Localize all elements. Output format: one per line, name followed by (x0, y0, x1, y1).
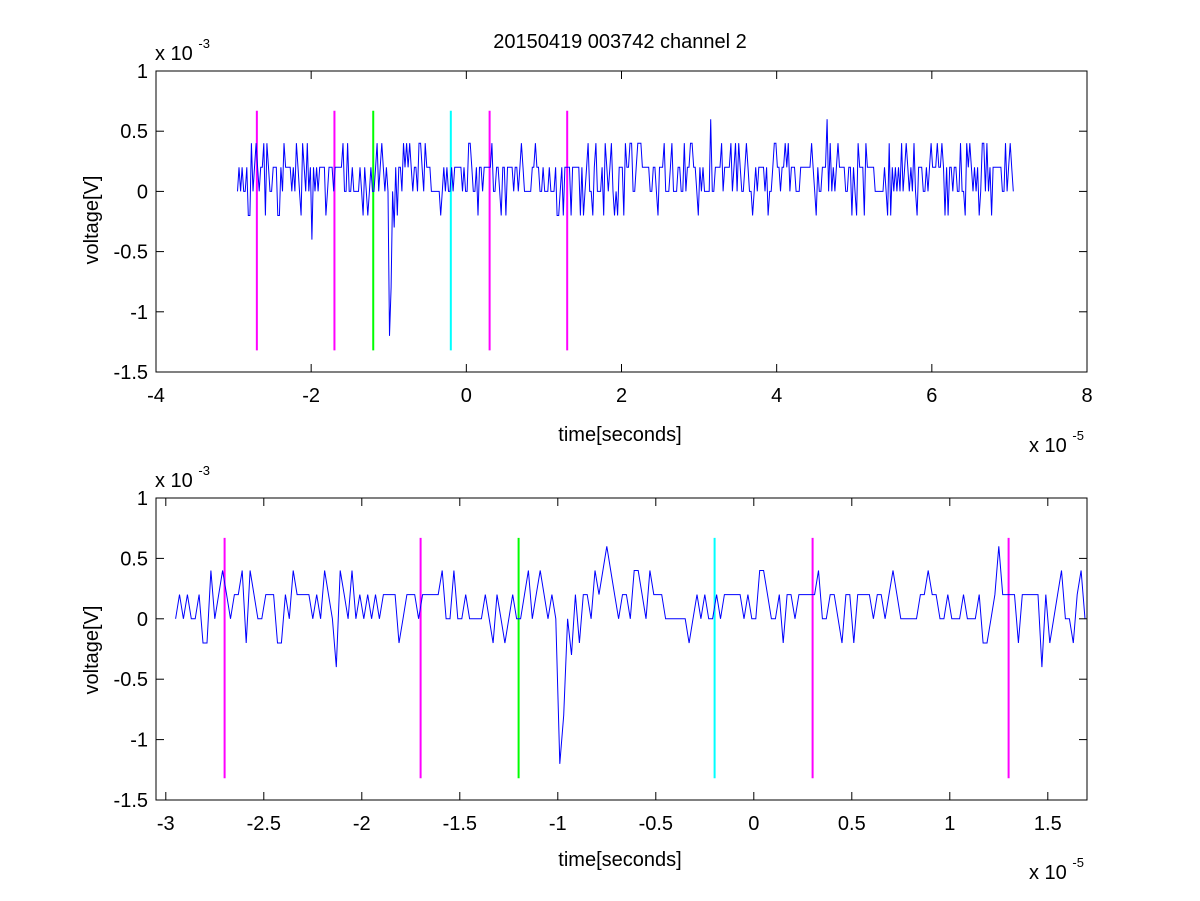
top-axes: -4 -2 0 2 4 6 8 -1.5-1-0.500.51 time[seconds] … (81, 36, 1093, 457)
top-x-tick-label: -2 (302, 385, 320, 407)
bottom-y-axis-label: voltage[V] (81, 606, 103, 695)
top-y-tick-label: 0 (137, 181, 148, 203)
bottom-x-ticks: -3 -2.5 -2 -1.5 -1 -0.5 0 0.5 1 1.5 (157, 498, 1062, 835)
bottom-x-tick-label: 1 (944, 813, 955, 835)
top-x-tick-label: 2 (616, 385, 627, 407)
bottom-x-tick-label: -2.5 (247, 813, 281, 835)
bottom-x-tick-label: 1.5 (1034, 813, 1062, 835)
bottom-x-axis-label: time[seconds] (558, 849, 681, 871)
top-axes-box (155, 70, 1088, 373)
bottom-x-tick-label: -3 (157, 813, 175, 835)
top-x-exponent-label: x 10 -5 (1029, 428, 1084, 457)
bottom-y-tick-label: -0.5 (114, 669, 148, 691)
bottom-y-ticks: -1.5 -1 -0.5 0 0.5 1 (114, 488, 1087, 812)
top-y-axis-label: voltage[V] (81, 176, 103, 265)
top-y-tick-label: 0.5 (120, 121, 148, 143)
top-x-ticks: -4 -2 0 2 4 6 8 (147, 71, 1093, 407)
top-y-tick-label: -1.5 (114, 362, 148, 384)
bottom-y-tick-label: 0 (137, 609, 148, 631)
bottom-axes-box (155, 497, 1088, 801)
top-x-tick-label: 4 (771, 385, 782, 407)
top-x-tick-label: 0 (461, 385, 472, 407)
figure-title: 20150419 003742 channel 2 (493, 31, 747, 53)
bottom-y-tick-label: -1.5 (114, 790, 148, 812)
bottom-axes: -3 -2.5 -2 -1.5 -1 -0.5 0 0.5 1 1.5 -1.5 -1 -0.5 0 0.… (81, 463, 1088, 884)
bottom-y-tick-label: -1 (130, 730, 148, 752)
top-y-ticks: -1.5 -1 -0.5 0 0.5 1 (114, 61, 1087, 384)
bottom-x-tick-label: -1 (549, 813, 567, 835)
bottom-x-tick-label: 0 (748, 813, 759, 835)
bottom-x-tick-label: -0.5 (639, 813, 673, 835)
bottom-y-tick-label: 0.5 (120, 548, 148, 570)
top-voltage-trace (237, 119, 1014, 336)
bottom-x-tick-label: -2 (353, 813, 371, 835)
bottom-x-exponent-label: x 10 -5 (1029, 855, 1084, 884)
bottom-voltage-trace (175, 546, 1086, 764)
top-x-tick-label: 8 (1081, 385, 1092, 407)
bottom-x-tick-label: 0.5 (838, 813, 866, 835)
top-y-tick-label: -1 (130, 302, 148, 324)
top-y-tick-label: 1 (137, 61, 148, 83)
top-x-tick-label: -4 (147, 385, 165, 407)
top-x-axis-label: time[seconds] (558, 424, 681, 446)
bottom-marker-lines (223, 537, 1010, 779)
bottom-y-exponent-label: x 10 -3 (155, 463, 210, 492)
bottom-x-tick-label: -1.5 (443, 813, 477, 835)
top-marker-lines (255, 110, 569, 351)
bottom-y-tick-label: 1 (137, 488, 148, 510)
top-x-tick-label: 6 (926, 385, 937, 407)
top-y-tick-label: -0.5 (114, 242, 148, 264)
top-y-exponent-label: x 10 -3 (155, 36, 210, 65)
